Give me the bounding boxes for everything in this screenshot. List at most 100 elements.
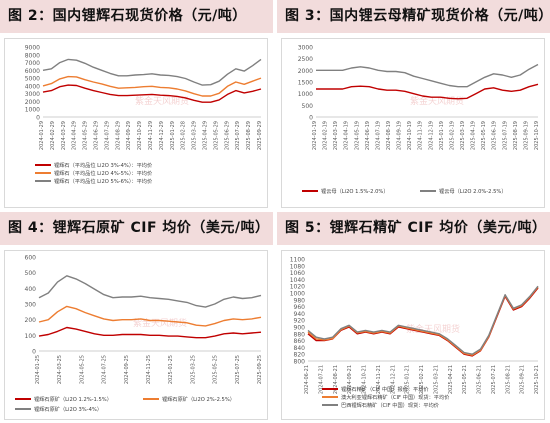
y-tick-label: 3000 — [25, 91, 40, 98]
y-tick-label: 880 — [294, 331, 306, 338]
x-tick-label: 2024-12-29 — [159, 121, 165, 150]
y-tick-label: 5000 — [25, 76, 40, 83]
y-tick-label: 300 — [25, 302, 37, 309]
x-tick-label: 2024-10-21 — [362, 365, 368, 394]
x-tick-label: 2025-07-21 — [491, 365, 497, 394]
y-tick-label: 1020 — [290, 284, 305, 291]
chart-svg-2: 0 500 1000 1500 2000 2500 3000 2024-01-19 2024-0… — [298, 45, 540, 196]
series-line-2 — [316, 63, 539, 88]
x-tick-label: 2024-06-21 — [304, 365, 310, 394]
x-tick-label: 2025-02-21 — [419, 365, 425, 394]
x-tick-label: 2025-05-21 — [462, 365, 468, 394]
series-line-1 — [42, 84, 262, 103]
x-tick-label: 2025-01-29 — [170, 121, 176, 150]
x-tick-label: 2024-05-19 — [354, 121, 360, 150]
x-tick-label: 2025-07-25 — [235, 355, 241, 384]
x-tick-label: 2024-09-29 — [126, 121, 132, 150]
x-tick-label: 2024-07-21 — [318, 365, 324, 394]
y-tick-label: 2500 — [298, 56, 313, 63]
y-tick-label: 800 — [294, 359, 306, 366]
x-tick-label: 2025-04-21 — [448, 365, 454, 394]
series-line-1 — [316, 83, 539, 100]
x-tick-label: 2025-06-29 — [224, 121, 230, 150]
y-tick-label: 860 — [294, 338, 306, 345]
x-tick-label: 2025-08-29 — [246, 121, 252, 150]
x-tick-label: 2025-01-19 — [439, 121, 445, 150]
y-tick-label: 940 — [294, 311, 306, 318]
chart-title-1: 图 2：国内锂辉石现货价格（元/吨） — [0, 0, 273, 33]
chart-title-2: 图 3：国内锂云母精矿现货价格（元/吨） — [277, 0, 550, 33]
x-tick-label: 2025-10-21 — [534, 365, 540, 394]
x-tick-label: 2025-09-21 — [520, 365, 526, 394]
y-tick-label: 0 — [32, 349, 36, 356]
chart-svg-4: 8008208408608809009209409609801000102010… — [290, 257, 540, 410]
chart-panel-4: 图 5：锂辉石精矿 CIF 均价（美元/吨） 800 820 840 860 880 90… — [277, 212, 550, 421]
legend-label: 锂辉石精矿（CIF 中国）报价：平均价 — [341, 385, 429, 393]
x-tick-label: 2025-09-19 — [523, 121, 529, 150]
y-tick-label: 2000 — [298, 68, 313, 75]
y-tick-label: 1000 — [298, 91, 313, 98]
x-tick-label: 2024-09-21 — [347, 365, 353, 394]
x-tick-label: 2025-07-29 — [235, 121, 241, 150]
series-line-1 — [38, 326, 262, 339]
x-tick-label: 2025-03-21 — [433, 365, 439, 394]
chart-title-4: 图 5：锂辉石精矿 CIF 均价（美元/吨） — [277, 212, 550, 245]
x-tick-label: 2024-12-19 — [428, 121, 434, 150]
chart-svg-3: 0 100 200 300 400 500 600 2024-01-25 2024-03-25 2… — [15, 255, 263, 413]
y-tick-label: 820 — [294, 352, 306, 359]
x-tick-label: 2024-10-19 — [407, 121, 413, 150]
chart-panel-2: 图 3：国内锂云母精矿现货价格（元/吨） 0 500 1000 1500 2000 250… — [277, 0, 550, 209]
y-tick-label: 2000 — [25, 99, 40, 106]
legend-label: 锂辉石（平均品位 Li2O 4%-5%）：平均价 — [54, 169, 153, 177]
legend-label: 锂辉石原矿（Li2O 3%-4%） — [34, 405, 102, 413]
y-tick-label: 960 — [294, 304, 306, 311]
x-tick-label: 2025-09-29 — [257, 121, 263, 150]
x-tick-label: 2024-11-29 — [148, 121, 154, 150]
y-tick-label: 0 — [36, 115, 40, 122]
x-tick-label: 2025-05-25 — [213, 355, 219, 384]
x-tick-label: 2024-03-29 — [61, 121, 67, 150]
x-tick-label: 2025-06-19 — [492, 121, 498, 150]
y-tick-label: 400 — [25, 286, 37, 293]
y-tick-label: 920 — [294, 318, 306, 325]
series-line-3 — [38, 275, 262, 308]
y-tick-label: 1100 — [290, 257, 305, 264]
series-line-3 — [307, 285, 539, 355]
y-tick-label: 980 — [294, 297, 306, 304]
x-tick-label: 2024-08-29 — [115, 121, 121, 150]
x-tick-label: 2024-03-25 — [57, 355, 63, 384]
legend-label: 锂辉石（平均品位 Li2O 3%-4%）：平均价 — [54, 161, 153, 169]
x-tick-label: 2024-05-29 — [83, 121, 89, 150]
y-tick-label: 200 — [25, 317, 37, 324]
x-tick-label: 2025-07-19 — [502, 121, 508, 150]
y-tick-label: 900 — [294, 325, 306, 332]
x-tick-label: 2024-06-29 — [94, 121, 100, 150]
x-tick-label: 2024-05-25 — [79, 355, 85, 384]
x-tick-label: 2025-02-19 — [449, 121, 455, 150]
chart-panel-1: 图 2：国内锂辉石现货价格（元/吨） 0 1000 2000 3000 4000 5000… — [0, 0, 273, 209]
chart-title-3: 图 4：锂辉石原矿 CIF 均价（美元/吨） — [0, 212, 273, 245]
x-tick-label: 2025-01-25 — [168, 355, 174, 384]
x-tick-label: 2024-11-19 — [418, 121, 424, 150]
y-tick-label: 1000 — [290, 291, 305, 298]
x-tick-label: 2024-02-19 — [323, 121, 329, 150]
legend-label: 锂辉石（平均品位 Li2O 5%-6%）：平均价 — [54, 177, 153, 185]
x-tick-label: 2025-03-19 — [460, 121, 466, 150]
x-tick-label: 2024-01-25 — [35, 355, 41, 384]
x-tick-label: 2025-03-29 — [192, 121, 198, 150]
x-tick-label: 2025-08-19 — [513, 121, 519, 150]
x-tick-label: 2025-09-25 — [257, 355, 263, 384]
legend-label: 澳大利亚锂辉石精矿（CIF 中国）现货：平均价 — [341, 393, 450, 401]
x-tick-label: 2025-04-29 — [203, 121, 209, 150]
x-tick-label: 2025-10-19 — [534, 121, 540, 150]
legend-label: 锂云母（Li2O 2.0%-2.5%） — [439, 187, 507, 195]
y-tick-label: 3000 — [298, 45, 313, 52]
x-tick-label: 2024-07-25 — [102, 355, 108, 384]
legend-label: 锂云母（Li2O 1.5%-2.0%） — [321, 187, 389, 195]
x-tick-label: 2024-08-21 — [333, 365, 339, 394]
y-tick-label: 500 — [302, 103, 314, 110]
y-tick-label: 1000 — [25, 107, 40, 114]
y-tick-label: 1060 — [290, 270, 305, 277]
x-tick-label: 2025-08-21 — [505, 365, 511, 394]
watermark-text: 紫金天风期货 — [135, 95, 189, 107]
